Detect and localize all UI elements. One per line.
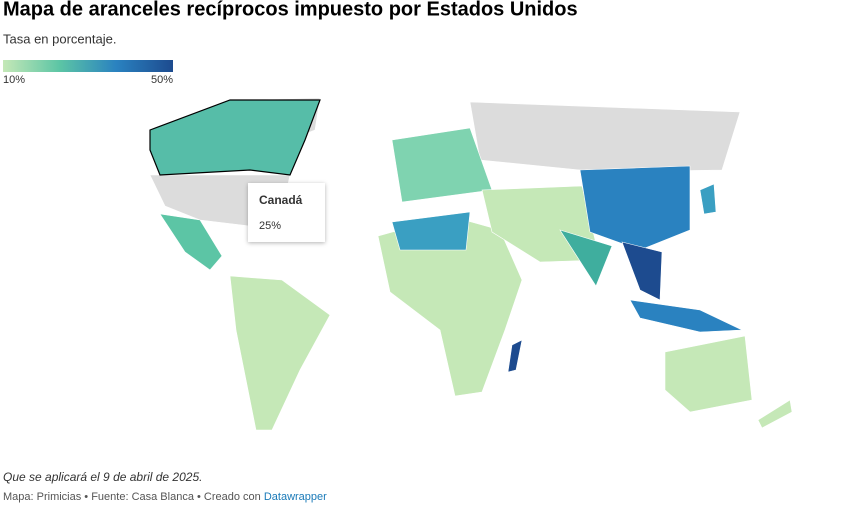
mexico [159, 213, 223, 271]
note: Que se aplicará el 9 de abril de 2025. [3, 470, 202, 484]
subtitle: Tasa en porcentaje. [3, 31, 116, 46]
tooltip-box [248, 183, 325, 242]
indonesia [629, 299, 743, 333]
legend-min: 10% [3, 74, 25, 86]
legend-bar [3, 60, 173, 72]
tooltip: Canadá 25% [248, 183, 325, 242]
madagascar [507, 339, 523, 373]
canada[interactable] [149, 99, 321, 176]
australia [664, 335, 753, 413]
legend-max: 50% [151, 74, 173, 86]
world-map [149, 97, 793, 431]
russia [469, 101, 741, 173]
africa [377, 215, 523, 397]
tooltip-value: 25% [259, 220, 281, 232]
source: Mapa: Primicias • Fuente: Casa Blanca • … [3, 491, 327, 503]
japan [699, 183, 717, 215]
southeast-asia [621, 241, 663, 301]
china [579, 165, 691, 251]
source-link[interactable]: Datawrapper [264, 491, 327, 503]
south-america [229, 275, 331, 431]
new-zealand [757, 399, 793, 429]
india [559, 229, 613, 287]
north-africa [391, 211, 471, 251]
tooltip-name: Canadá [259, 193, 303, 207]
source-text: Mapa: Primicias • Fuente: Casa Blanca • … [3, 491, 261, 503]
title: Mapa de aranceles recíprocos impuesto po… [3, 0, 578, 20]
